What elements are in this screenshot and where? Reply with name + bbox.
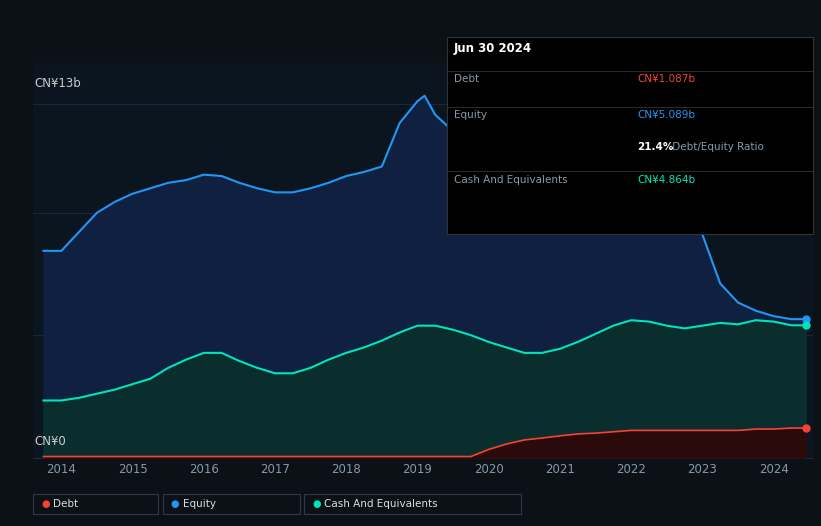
Text: Debt/Equity Ratio: Debt/Equity Ratio (668, 143, 764, 153)
Text: ●: ● (41, 499, 49, 509)
Text: ●: ● (171, 499, 179, 509)
Text: Jun 30 2024: Jun 30 2024 (454, 42, 532, 55)
Text: Debt: Debt (454, 74, 479, 84)
Text: CN¥4.864b: CN¥4.864b (637, 175, 695, 185)
Text: Equity: Equity (183, 499, 216, 509)
Text: Cash And Equivalents: Cash And Equivalents (324, 499, 438, 509)
Text: CN¥5.089b: CN¥5.089b (637, 110, 695, 120)
Text: Debt: Debt (53, 499, 79, 509)
Text: 21.4%: 21.4% (637, 143, 674, 153)
Text: Cash And Equivalents: Cash And Equivalents (454, 175, 567, 185)
Text: CN¥0: CN¥0 (34, 435, 67, 448)
Text: Equity: Equity (454, 110, 487, 120)
Text: CN¥1.087b: CN¥1.087b (637, 74, 695, 84)
Text: ●: ● (312, 499, 320, 509)
Text: CN¥13b: CN¥13b (34, 77, 81, 90)
